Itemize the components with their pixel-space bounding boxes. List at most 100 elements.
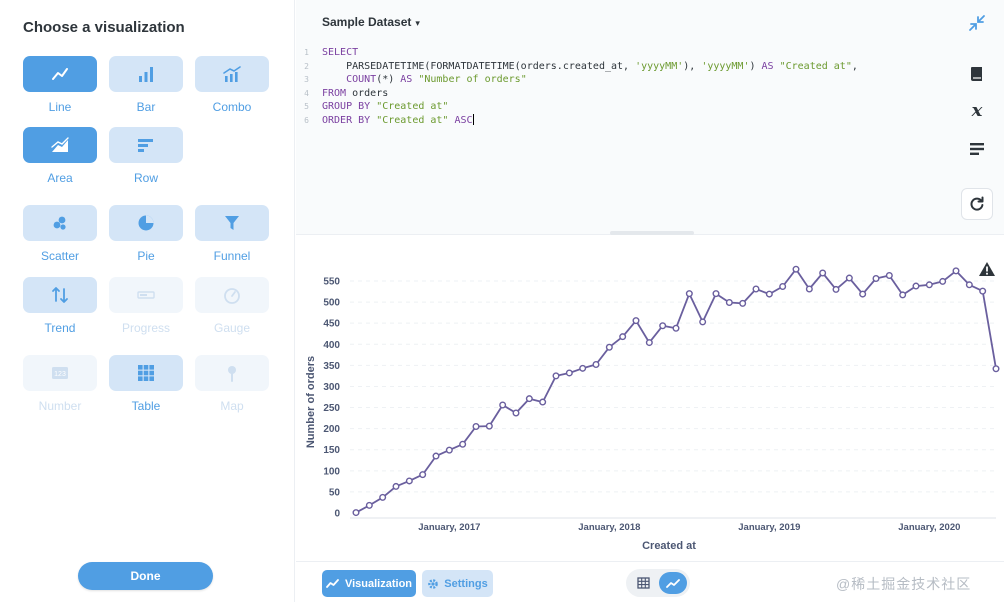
viz-tile: 123 [23, 355, 97, 391]
line-number: 3 [304, 75, 309, 84]
line-number: 4 [304, 88, 309, 98]
data-point [725, 299, 733, 307]
refresh-icon [970, 196, 984, 211]
snippets-icon[interactable] [964, 136, 990, 162]
data-point [752, 285, 760, 293]
viz-option-combo[interactable]: Combo [195, 56, 269, 118]
data-point [992, 365, 1000, 373]
data-point [645, 339, 653, 347]
data-point [499, 401, 507, 409]
variables-icon[interactable]: x [971, 99, 983, 121]
number-icon: 123 [52, 367, 68, 379]
viz-option-label: Area [47, 171, 73, 185]
x-tick-label: January, 2020 [898, 522, 960, 533]
code-text: SELECT [322, 46, 358, 60]
chart-view-toggle[interactable] [659, 572, 687, 594]
visualization-button[interactable]: Visualization [322, 570, 416, 597]
line-chart-icon [666, 578, 680, 588]
code-token: AS [761, 60, 774, 72]
y-tick-label: 300 [323, 382, 340, 393]
viz-option-scatter[interactable]: Scatter [23, 205, 97, 267]
sidebar-title: Choose a visualization [23, 19, 185, 36]
viz-option-funnel[interactable]: Funnel [195, 205, 269, 267]
data-point [485, 422, 493, 430]
viz-option-gauge: Gauge [195, 277, 269, 339]
data-point [365, 501, 373, 509]
code-text: COUNT(*) AS "Number of orders" [322, 73, 527, 87]
code-line: 1 SELECT [296, 46, 936, 60]
y-tick-label: 400 [323, 340, 340, 351]
viz-option-row[interactable]: Row [109, 127, 183, 189]
data-reference-icon[interactable] [964, 61, 990, 87]
data-point [979, 287, 987, 295]
settings-button[interactable]: Settings [422, 570, 493, 597]
table-view-toggle[interactable] [629, 572, 657, 594]
data-point [819, 269, 827, 277]
data-point [525, 395, 533, 403]
gear-icon [428, 578, 439, 589]
data-point [445, 446, 453, 454]
viz-option-label: Map [220, 399, 244, 413]
resize-handle[interactable] [610, 231, 694, 235]
viz-tile [109, 56, 183, 92]
y-tick-label: 200 [323, 424, 340, 435]
data-point [845, 274, 853, 282]
data-point [672, 324, 680, 332]
map-pin-icon [228, 366, 236, 382]
combo-chart-icon [223, 66, 241, 82]
code-token: ORDER BY [322, 114, 371, 126]
line-number: 6 [304, 115, 309, 125]
data-point [912, 282, 920, 290]
data-point [899, 291, 907, 299]
data-point [872, 274, 880, 282]
viz-option-label: Combo [212, 100, 252, 114]
refresh-button[interactable] [961, 188, 993, 220]
dataset-picker[interactable]: Sample Dataset ▾ [322, 15, 420, 29]
y-tick-label: 500 [323, 298, 340, 309]
data-point [472, 423, 480, 431]
x-axis-title: Created at [642, 540, 696, 552]
data-point [739, 299, 747, 307]
data-point [512, 409, 520, 417]
line-number: 2 [304, 61, 309, 71]
viz-option-label: Row [133, 171, 158, 185]
viz-tile [23, 277, 97, 313]
data-point [632, 317, 640, 325]
chart-area: 0 50 100 150 200 250 300 350 400 450 500 550 January… [296, 236, 1004, 561]
sql-code[interactable]: 1 SELECT 2 PARSEDATETIME(FORMATDATETIME(or… [296, 46, 936, 127]
data-point [579, 364, 587, 372]
code-token: ASC [448, 114, 473, 126]
y-tick-label: 250 [323, 403, 340, 414]
y-tick-label: 550 [323, 277, 340, 288]
data-point [392, 482, 400, 490]
viz-option-pie[interactable]: Pie [109, 205, 183, 267]
collapse-icon[interactable] [968, 14, 986, 32]
scatter-chart-icon [53, 216, 66, 230]
watermark: @稀土掘金技术社区 [836, 576, 972, 592]
data-point [352, 509, 360, 517]
line-chart-icon [52, 68, 68, 80]
y-axis-title: Number of orders [305, 356, 317, 448]
viz-option-trend[interactable]: Trend [23, 277, 97, 339]
done-button[interactable]: Done [78, 562, 213, 590]
viz-option-area[interactable]: Area [23, 127, 97, 189]
viz-option-line[interactable]: Line [23, 56, 97, 118]
code-token: SELECT [322, 47, 359, 58]
viz-tile [195, 205, 269, 241]
sql-editor-panel: Sample Dataset ▾ 1 SELECT 2 PARSEDATETIME(F… [296, 0, 1004, 235]
viz-option-label: Pie [137, 249, 155, 263]
code-line: 5 GROUP BY "Created at" [296, 100, 936, 114]
visualization-sidebar: Choose a visualization Line Bar Combo Area R… [0, 0, 295, 602]
code-token: (*) [376, 74, 401, 85]
warning-icon[interactable] [978, 261, 996, 277]
viz-option-table[interactable]: Table [109, 355, 183, 417]
viz-option-label: Funnel [213, 249, 251, 263]
svg-text:123: 123 [54, 371, 66, 378]
code-token: "Created at" [370, 114, 449, 126]
data-point [939, 277, 947, 285]
table-icon [636, 577, 650, 589]
data-point [685, 290, 693, 298]
viz-option-bar[interactable]: Bar [109, 56, 183, 118]
data-point [539, 398, 547, 406]
code-text: ORDER BY "Created at" ASC [322, 113, 474, 128]
